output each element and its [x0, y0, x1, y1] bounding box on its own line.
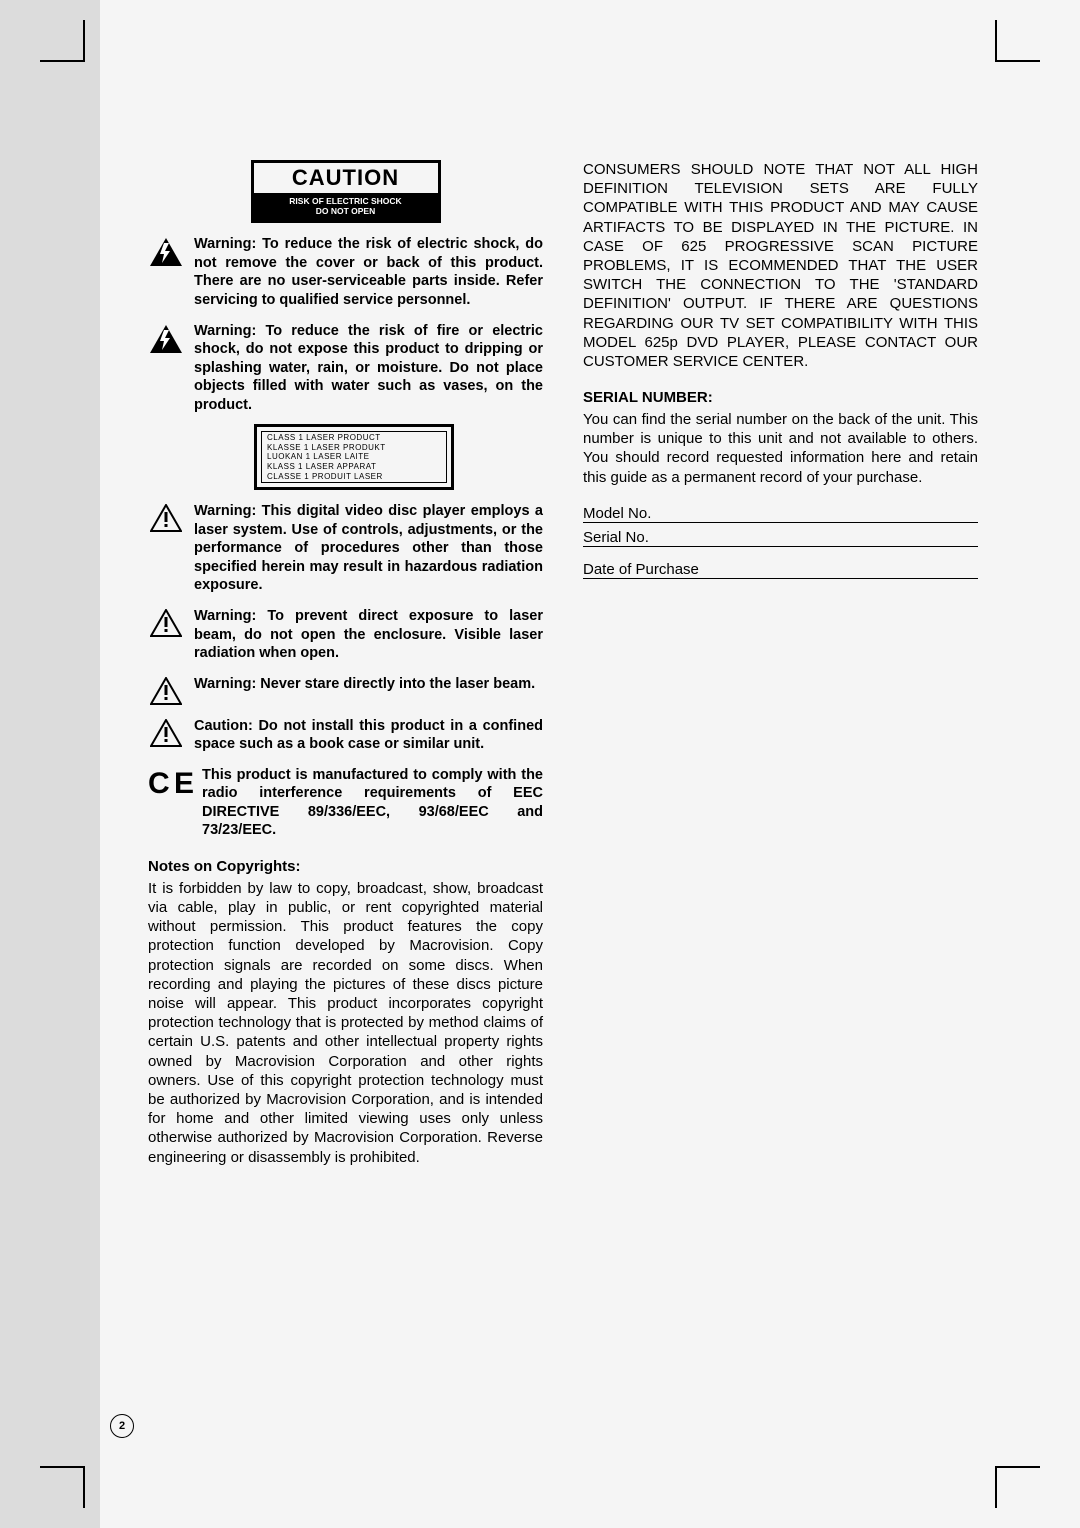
caution-box: CAUTION RISK OF ELECTRIC SHOCK DO NOT OP…	[251, 160, 441, 223]
warning-row: Caution: Do not install this product in …	[148, 717, 543, 754]
crop-mark	[83, 20, 85, 62]
crop-mark	[995, 1466, 1040, 1468]
warning-row: Warning: To reduce the risk of fire or e…	[148, 322, 543, 415]
crop-mark	[83, 1466, 85, 1508]
laser-class-label: CLASS 1 LASER PRODUCT KLASSE 1 LASER PRO…	[254, 424, 454, 490]
warning-text: Warning: To reduce the risk of electric …	[194, 235, 543, 309]
page-content: CAUTION RISK OF ELECTRIC SHOCK DO NOT OP…	[148, 160, 978, 1167]
laser-label-line: CLASS 1 LASER PRODUCT	[267, 433, 441, 443]
lightning-triangle-icon	[148, 322, 184, 354]
sidebar-gray-bar	[0, 0, 100, 1528]
field-label: Date of Purchase	[583, 561, 699, 578]
laser-label-line: KLASS 1 LASER APPARAT	[267, 462, 441, 472]
date-of-purchase-field: Date of Purchase	[583, 561, 978, 579]
warning-row: Warning: This digital video disc player …	[148, 502, 543, 595]
caution-sub-line: DO NOT OPEN	[316, 206, 376, 216]
crop-mark	[40, 1466, 85, 1468]
exclamation-triangle-icon	[148, 607, 184, 637]
warning-text: Warning: To reduce the risk of fire or e…	[194, 322, 543, 415]
left-column: CAUTION RISK OF ELECTRIC SHOCK DO NOT OP…	[148, 160, 543, 1167]
crop-mark	[995, 60, 1040, 62]
crop-mark	[40, 60, 85, 62]
warning-text: This product is manufactured to comply w…	[202, 766, 543, 840]
serial-no-field: Serial No.	[583, 529, 978, 547]
model-no-field: Model No.	[583, 505, 978, 523]
lightning-triangle-icon	[148, 235, 184, 267]
warning-text: Caution: Do not install this product in …	[194, 717, 543, 754]
laser-label-line: CLASSE 1 PRODUIT LASER	[267, 472, 441, 482]
copyright-body: It is forbidden by law to copy, broadcas…	[148, 879, 543, 1167]
laser-label-line: LUOKAN 1 LASER LAITE	[267, 452, 441, 462]
warning-text: Warning: This digital video disc player …	[194, 502, 543, 595]
laser-label-line: KLASSE 1 LASER PRODUKT	[267, 443, 441, 453]
warning-row: Warning: Never stare directly into the l…	[148, 675, 543, 705]
field-label: Serial No.	[583, 529, 649, 546]
crop-mark	[995, 20, 997, 62]
caution-subtitle: RISK OF ELECTRIC SHOCK DO NOT OPEN	[254, 193, 438, 220]
hdtv-compatibility-note: CONSUMERS SHOULD NOTE THAT NOT ALL HIGH …	[583, 160, 978, 371]
serial-number-body: You can find the serial number on the ba…	[583, 410, 978, 487]
page-number: 2	[110, 1414, 134, 1438]
warning-row: Warning: To prevent direct exposure to l…	[148, 607, 543, 663]
record-fields: Model No. Serial No. Date of Purchase	[583, 505, 978, 579]
exclamation-triangle-icon	[148, 675, 184, 705]
crop-mark	[995, 1466, 997, 1508]
warning-row: Warning: To reduce the risk of electric …	[148, 235, 543, 309]
field-label: Model No.	[583, 505, 651, 522]
warning-text: Warning: Never stare directly into the l…	[194, 675, 543, 694]
right-column: CONSUMERS SHOULD NOTE THAT NOT ALL HIGH …	[583, 160, 978, 1167]
copyright-heading: Notes on Copyrights:	[148, 858, 543, 875]
serial-number-heading: SERIAL NUMBER:	[583, 389, 978, 406]
exclamation-triangle-icon	[148, 717, 184, 747]
ce-mark-icon: C E	[148, 766, 192, 796]
warning-row: C E This product is manufactured to comp…	[148, 766, 543, 840]
caution-title: CAUTION	[254, 163, 438, 193]
caution-sub-line: RISK OF ELECTRIC SHOCK	[289, 196, 401, 206]
exclamation-triangle-icon	[148, 502, 184, 532]
warning-text: Warning: To prevent direct exposure to l…	[194, 607, 543, 663]
